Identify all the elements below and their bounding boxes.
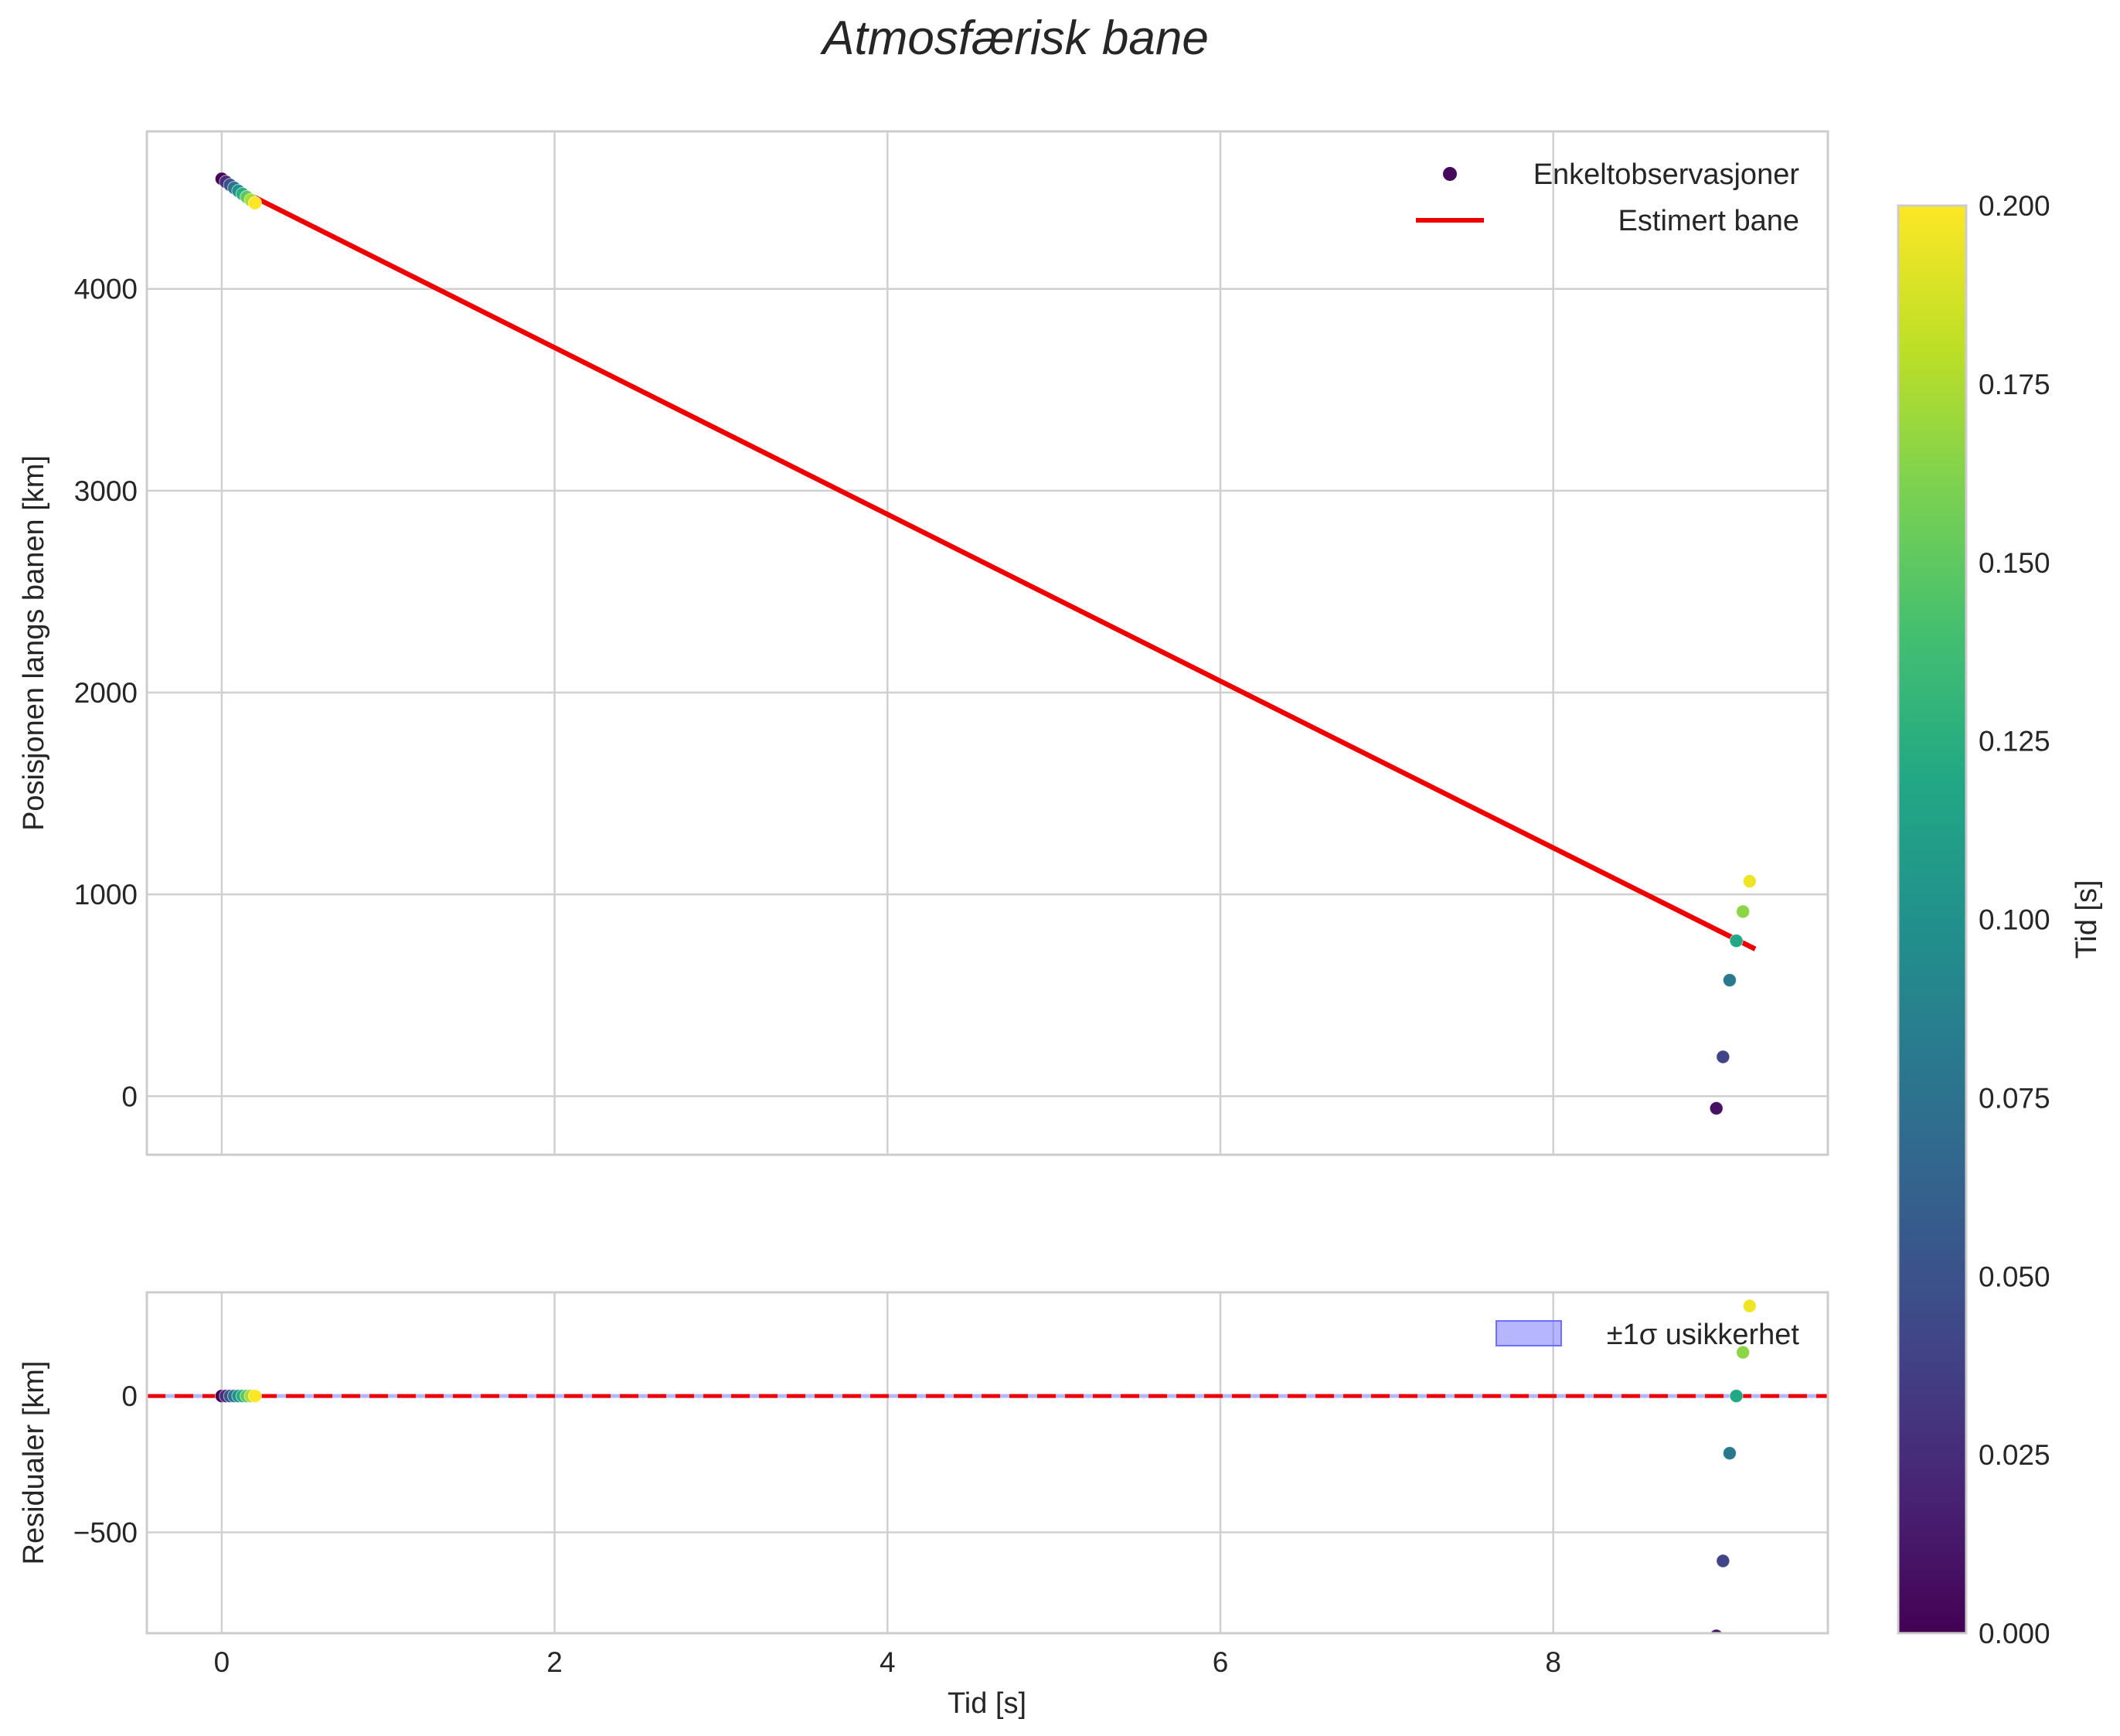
y-tick-label: 4000: [74, 274, 138, 305]
observation-point: [1716, 1050, 1730, 1064]
y-axis-label: Posisjonen langs banen [km]: [18, 455, 50, 831]
estimated-trajectory-line: [218, 177, 1757, 951]
residuals-panel: 0 2 4 6 8 0 −500 Residualer [km] ±1σ usikkerhet: [18, 1291, 1829, 1678]
colorbar-tick-label: 0.100: [1979, 904, 2050, 936]
trajectory-panel: 0 1000 2000 3000 4000 Posisjonen langs banen …: [18, 130, 1829, 1156]
colorbar-tick-label: 0.050: [1979, 1261, 2050, 1292]
series-group: [214, 1299, 1757, 1633]
observation-point: [1722, 973, 1737, 988]
y-axis-label: Residualer [km]: [18, 1361, 50, 1565]
legend-marker-band: [1496, 1320, 1562, 1346]
x-tick-label: 8: [1545, 1646, 1561, 1678]
colorbar-tick-label: 0.125: [1979, 726, 2050, 757]
plot-area: [147, 131, 1828, 1155]
plot-frame: [145, 1291, 1829, 1635]
observation-point: [1742, 874, 1757, 889]
observation-point: [247, 1389, 262, 1404]
x-tick-label: 0: [214, 1646, 230, 1678]
colorbar-label: Tid [s]: [2071, 880, 2103, 958]
legend-marker-scatter: [1443, 167, 1457, 181]
observation-point: [1729, 1389, 1744, 1404]
colorbar-tick-label: 0.175: [1979, 369, 2050, 400]
observation-point: [1709, 1101, 1724, 1115]
legend-entry-label: ±1σ usikkerhet: [1607, 1319, 1800, 1351]
colorbar-tick-label: 0.075: [1979, 1082, 2050, 1114]
plot-frame: [145, 130, 1829, 1156]
observation-point: [1742, 1299, 1757, 1313]
colorbar-scale: [1897, 204, 1968, 1635]
y-tick-label: 1000: [74, 879, 138, 911]
colorbar-tick-label: 0.150: [1979, 547, 2050, 579]
x-axis-label: Tid [s]: [948, 1687, 1026, 1720]
plot-area: [147, 1292, 1828, 1633]
x-tick-label: 4: [880, 1646, 896, 1678]
y-tick-label: 3000: [74, 475, 138, 507]
observation-point: [1736, 904, 1751, 919]
colorbar: 0.000 0.025 0.050 0.075 0.100 0.125 0.150 0.175…: [1897, 190, 2103, 1649]
y-tick-label: 0: [121, 1380, 138, 1412]
observation-point: [1716, 1554, 1730, 1568]
observation-point: [1710, 1629, 1723, 1633]
colorbar-tick-label: 0.000: [1979, 1618, 2050, 1649]
series-group: [214, 172, 1757, 1115]
x-tick-label: 2: [546, 1646, 563, 1678]
colorbar-tick-label: 0.200: [1979, 190, 2050, 222]
y-tick-label: 0: [121, 1081, 138, 1112]
chart-title: Atmosfærisk bane: [819, 12, 1209, 65]
y-tick-label: −500: [73, 1516, 138, 1548]
observation-point: [1736, 1345, 1751, 1360]
observation-point: [1722, 1446, 1737, 1461]
legend-entry-label: Enkeltobservasjoner: [1533, 158, 1800, 191]
observation-point: [247, 196, 262, 210]
colorbar-tick-label: 0.025: [1979, 1439, 2050, 1471]
x-tick-label: 6: [1213, 1646, 1229, 1678]
observation-point: [1729, 934, 1744, 948]
y-tick-label: 2000: [74, 677, 138, 709]
legend-entry-label: Estimert bane: [1618, 205, 1799, 237]
